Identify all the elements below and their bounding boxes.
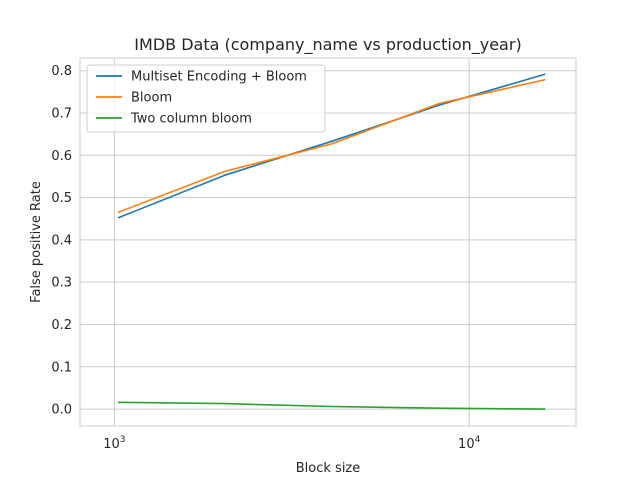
y-tick-label: 0.5 [51,191,72,206]
x-axis: 103 104 [103,435,480,452]
legend: Multiset Encoding + Bloom Bloom Two column… [86,64,326,133]
x-tick-label: 104 [458,435,481,452]
series-line [117,401,546,410]
y-tick-label: 0.3 [51,276,72,291]
y-tick-label: 0.7 [51,106,72,121]
y-tick-label: 0.6 [51,149,72,164]
y-tick-label: 0.2 [51,318,72,333]
x-tick-label: 103 [103,435,125,452]
series-line [117,78,546,214]
y-axis-label: False positive Rate [29,181,44,303]
legend-box [86,64,326,133]
series-lines [117,73,546,410]
legend-label: Bloom [131,91,172,106]
legend-label: Multiset Encoding + Bloom [131,70,307,85]
y-tick-label: 0.8 [51,64,72,79]
y-tick-label: 0.1 [51,360,72,375]
y-axis: 0.0 0.1 0.2 0.3 0.4 0.5 0.6 0.7 0.8 [51,64,72,417]
legend-label: Two column bloom [130,112,252,127]
chart-title: IMDB Data (company_name vs production_ye… [134,35,521,55]
y-tick-label: 0.4 [51,233,72,248]
y-tick-label: 0.0 [51,403,72,418]
x-axis-label: Block size [296,461,361,476]
